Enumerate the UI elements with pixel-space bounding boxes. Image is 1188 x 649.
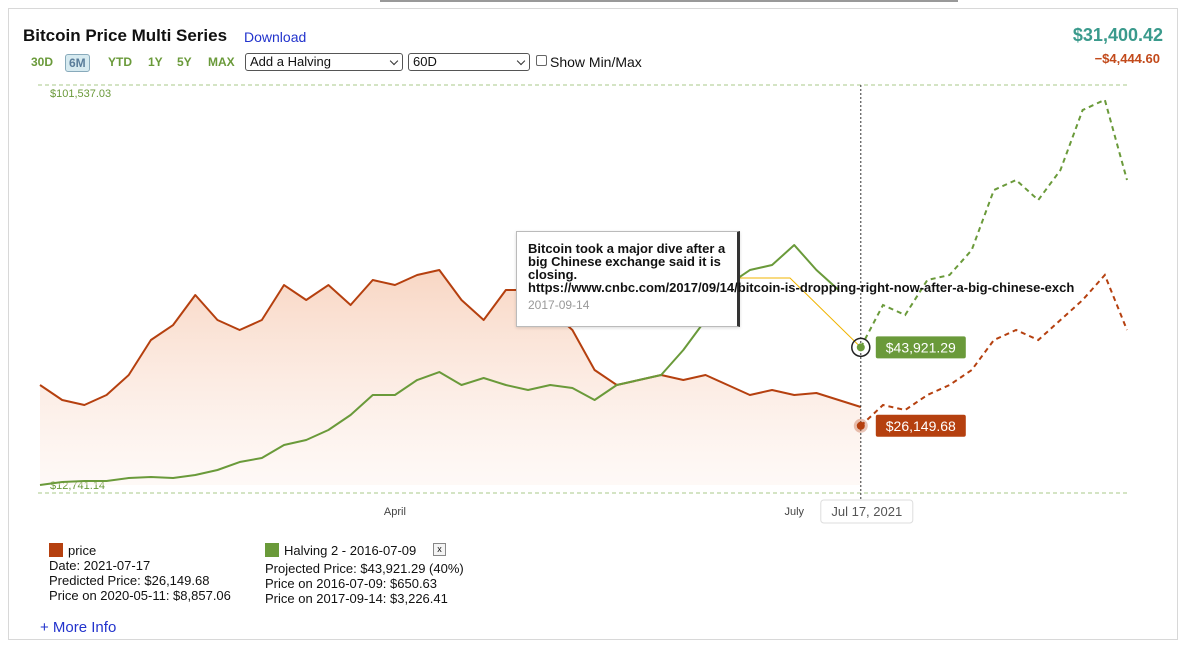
crosshair-label-box bbox=[820, 499, 914, 524]
legend-details: Date: 2021-07-17 Predicted Price: $26,14… bbox=[49, 558, 231, 603]
projection-select[interactable]: 60D bbox=[408, 53, 530, 71]
legend-label: price bbox=[68, 543, 97, 558]
point-label: $26,149.68 bbox=[886, 418, 956, 434]
tooltip-url[interactable]: https://www.cnbc.com/2017/09/14/bitcoin-… bbox=[528, 280, 1075, 295]
range-button[interactable]: YTD bbox=[108, 55, 132, 69]
widget-frame bbox=[8, 8, 1178, 640]
point-label-box bbox=[875, 336, 966, 359]
legend-line: Predicted Price: $26,149.68 bbox=[49, 573, 210, 588]
tooltip-text: Bitcoin took a major dive after a big Ch… bbox=[528, 241, 726, 282]
point bbox=[856, 343, 865, 352]
legend-swatch bbox=[265, 543, 279, 557]
title: Bitcoin Price Multi Series bbox=[23, 26, 228, 45]
checkbox-label[interactable]: Show Min/Max bbox=[550, 54, 642, 70]
legend-line: Date: 2021-07-17 bbox=[49, 558, 151, 573]
legend-details: Projected Price: $43,921.29 (40%) Price … bbox=[265, 561, 464, 606]
x-tick-label: April bbox=[384, 506, 406, 518]
line bbox=[39, 269, 862, 408]
legend-line: Price on 2016-07-09: $650.63 bbox=[265, 576, 438, 591]
tooltip: Bitcoin took a major dive after a big Ch… bbox=[516, 231, 1074, 327]
checkbox[interactable] bbox=[536, 55, 547, 66]
point-label: $43,921.29 bbox=[886, 339, 956, 355]
current-price: $31,400.42 bbox=[1072, 25, 1163, 45]
projection-line bbox=[859, 98, 1128, 348]
tooltip-date: 2017-09-14 bbox=[528, 298, 590, 312]
crosshair-label: Jul 17, 2021 bbox=[831, 504, 902, 519]
download-link[interactable]: Download bbox=[244, 29, 307, 45]
price-change: −$4,444.60 bbox=[1094, 51, 1160, 66]
range-button[interactable]: 30D bbox=[31, 55, 54, 69]
remove-button[interactable]: x bbox=[433, 543, 446, 556]
legend-label: Halving 2 - 2016-07-09 bbox=[284, 543, 417, 558]
halving-select[interactable]: Add a Halving bbox=[245, 53, 403, 71]
y-tick-label: $101,537.03 bbox=[50, 88, 111, 100]
range-button[interactable]: 1Y bbox=[148, 55, 163, 69]
x-tick-label: July bbox=[784, 506, 804, 518]
legend-line: Projected Price: $43,921.29 (40%) bbox=[265, 561, 464, 576]
range-button[interactable]: 6M bbox=[65, 54, 90, 72]
tooltip-connector bbox=[740, 277, 862, 348]
range-button[interactable]: 5Y bbox=[177, 55, 192, 69]
top-bar bbox=[380, 0, 958, 2]
point bbox=[856, 421, 865, 430]
legend-line: Price on 2017-09-14: $3,226.41 bbox=[265, 591, 448, 606]
range-button[interactable]: MAX bbox=[208, 55, 235, 69]
legend-swatch bbox=[49, 543, 63, 557]
legend-line: Price on 2020-05-11: $8,857.06 bbox=[49, 588, 231, 603]
more-info-link[interactable]: + More Info bbox=[40, 619, 117, 636]
highlight-ring bbox=[851, 337, 871, 358]
point-label-box bbox=[875, 414, 966, 437]
